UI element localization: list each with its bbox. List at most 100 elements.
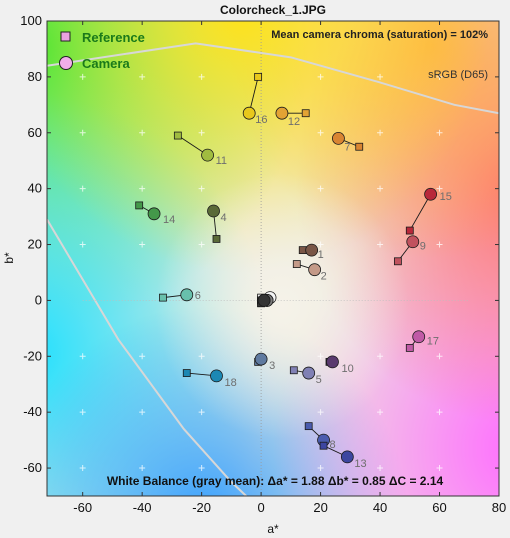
camera-marker (207, 204, 220, 218)
patch-label: 15 (440, 191, 452, 203)
srgb-gamut-boundary (47, 42, 499, 496)
patch-label: 5 (316, 374, 322, 386)
grid-plus-marker (79, 465, 86, 472)
grid-plus-marker (377, 465, 384, 472)
grid-plus-marker (139, 73, 146, 80)
reference-marker (289, 366, 298, 375)
grid-plus-marker (79, 409, 86, 416)
camera-marker (308, 263, 322, 277)
gamut-boundary-line (47, 42, 499, 115)
legend: Reference Camera (59, 30, 145, 71)
gamut-boundary-line (47, 218, 247, 496)
white-balance-annotation: White Balance (gray mean): Δa* = 1.88 Δb… (107, 474, 444, 488)
y-tick-label: -20 (23, 348, 42, 363)
x-axis-label: a* (267, 522, 279, 536)
reference-marker (405, 344, 414, 352)
axis-ticks: -60 -40 -20 0 20 40 60 80 -60 -40 -20 0 20 40 60 80 100 (20, 13, 506, 515)
grid-plus-marker (79, 353, 86, 360)
grid-plus-marker (317, 241, 324, 248)
reference-marker (405, 226, 414, 235)
x-tick-label: 0 (257, 500, 264, 515)
reference-marker (135, 201, 144, 210)
camera-marker (201, 148, 214, 162)
grid-plus-marker (436, 465, 443, 472)
reference-marker (212, 235, 221, 243)
grid-plus-marker (139, 241, 146, 248)
reference-marker (254, 72, 263, 81)
grid-plus-marker (377, 73, 384, 80)
x-tick-label: 60 (432, 500, 446, 515)
grid-plus-marker (436, 241, 443, 248)
patch-label: 10 (341, 363, 353, 375)
y-tick-label: 0 (35, 292, 42, 307)
x-tick-label: 80 (492, 500, 506, 515)
reference-marker (298, 246, 307, 255)
gamut-annotation: sRGB (D65) (428, 69, 488, 81)
grid-plus-marker (79, 241, 86, 248)
grid-plus-marker (198, 185, 205, 192)
reference-marker (173, 131, 182, 140)
grid-plus-marker (79, 73, 86, 80)
legend-camera-marker (59, 56, 73, 70)
chart-title: Colorcheck_1.JPG (220, 3, 326, 17)
camera-marker (147, 207, 161, 221)
patch-label: 1 (318, 249, 324, 261)
grid-plus-marker (198, 241, 205, 248)
grid-plus-marker (198, 409, 205, 416)
camera-marker (406, 235, 420, 249)
patch-label: 12 (288, 116, 300, 128)
grid-plus-marker (139, 129, 146, 136)
patch-label: 9 (420, 241, 426, 253)
grid-plus-marker (317, 353, 324, 360)
reference-marker (393, 257, 402, 266)
legend-reference-marker (60, 31, 71, 42)
bg-center (47, 21, 499, 496)
grid-plus-marker (436, 353, 443, 360)
camera-marker (412, 330, 426, 344)
grid-plus-marker (436, 185, 443, 192)
grid-plus-marker (139, 409, 146, 416)
camera-marker (424, 187, 438, 201)
camera-marker (210, 369, 223, 383)
patch-label: 6 (195, 290, 201, 302)
grid-plus-marker (79, 129, 86, 136)
grid-plus-marker (198, 353, 205, 360)
patch-label: 8 (330, 439, 336, 451)
camera-marker (254, 352, 268, 366)
grid-plus-marker (436, 73, 443, 80)
y-tick-label: 80 (28, 69, 42, 84)
reference-marker (319, 441, 328, 450)
reference-marker (355, 142, 364, 151)
patch-label: 16 (255, 114, 267, 126)
grid-plus-marker (79, 185, 86, 192)
x-tick-label: 40 (373, 500, 387, 515)
camera-marker (242, 106, 256, 120)
grid-plus-marker (317, 185, 324, 192)
camera-marker (326, 355, 339, 369)
x-tick-label: -40 (133, 500, 152, 515)
grid-plus-marker (139, 465, 146, 472)
grid-plus-marker (139, 185, 146, 192)
y-tick-label: 60 (28, 125, 42, 140)
patch-label: 3 (269, 360, 275, 372)
grid-plus-marker (377, 185, 384, 192)
reference-marker (182, 369, 191, 377)
reference-marker (304, 422, 313, 431)
patch-label: 18 (225, 377, 237, 389)
patch-label: 14 (163, 214, 175, 226)
legend-reference-label: Reference (82, 30, 145, 45)
x-tick-label: -60 (73, 500, 92, 515)
grid-plus-marker (317, 73, 324, 80)
grid-plus-marker (317, 409, 324, 416)
camera-marker (257, 294, 271, 307)
reference-marker (292, 260, 301, 268)
grid-plus-marker (377, 129, 384, 136)
x-tick-label: -20 (192, 500, 211, 515)
y-tick-label: -40 (23, 404, 42, 419)
patch-label: 2 (321, 271, 327, 283)
grid-plus-marker (377, 353, 384, 360)
y-tick-label: -60 (23, 460, 42, 475)
camera-marker (275, 106, 289, 120)
